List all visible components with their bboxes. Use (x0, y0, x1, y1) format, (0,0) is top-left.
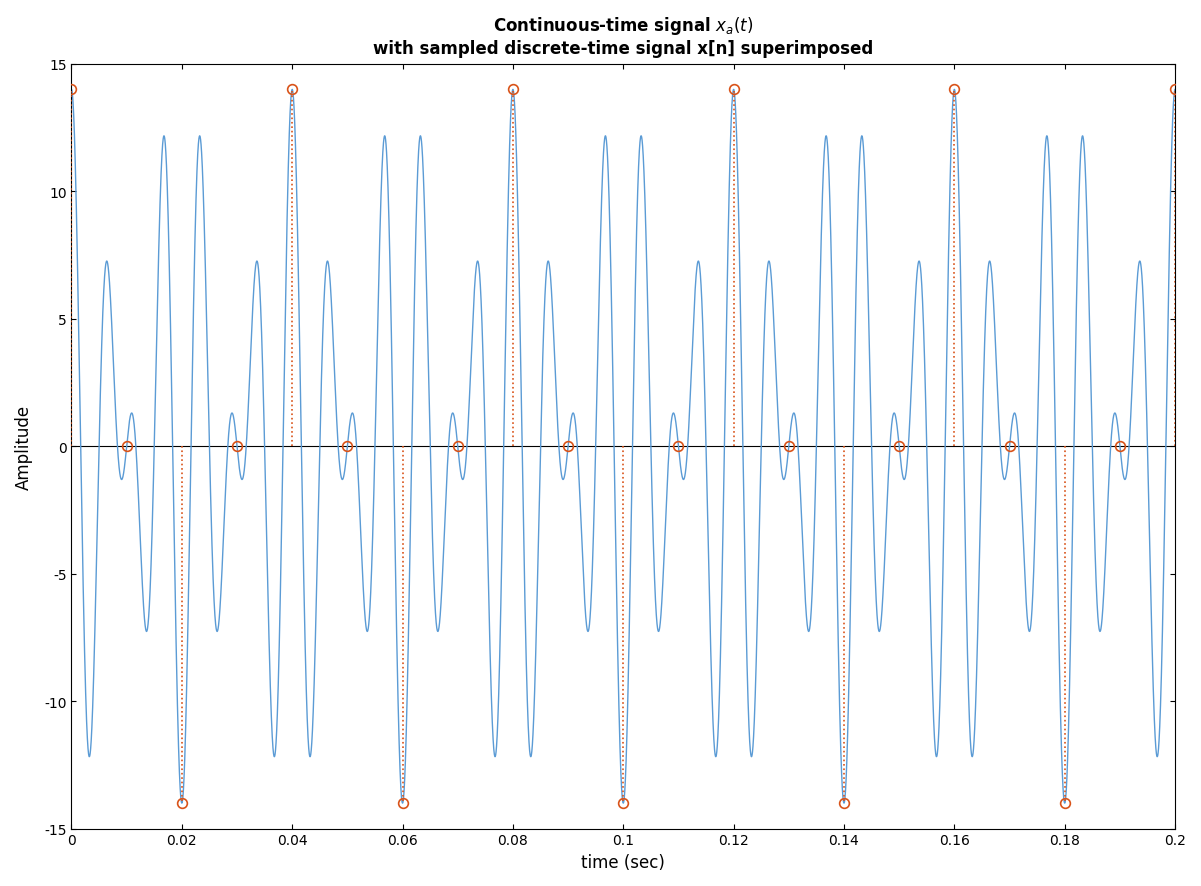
Y-axis label: Amplitude: Amplitude (14, 404, 32, 489)
X-axis label: time (sec): time (sec) (581, 853, 665, 871)
Title: Continuous-time signal $x_a(t)$
with sampled discrete-time signal x[n] superimpo: Continuous-time signal $x_a(t)$ with sam… (374, 15, 873, 58)
